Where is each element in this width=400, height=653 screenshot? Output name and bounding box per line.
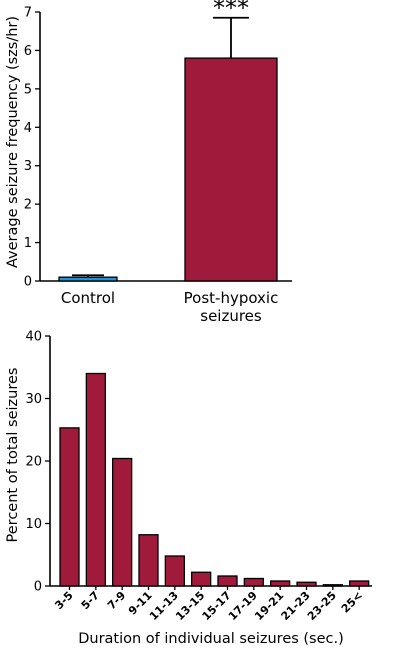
- x-tick-label: 19-21: [252, 589, 286, 623]
- y-tick-label: 6: [24, 44, 32, 59]
- bar-9-11: [138, 534, 159, 587]
- x-tick-label: 5-7: [79, 589, 102, 612]
- bar-21-23: [296, 581, 317, 587]
- x-tick-label: 7-9: [105, 589, 128, 612]
- bar-5-7: [85, 372, 106, 587]
- bar-23-25: [322, 584, 343, 587]
- y-tick-label: 5: [24, 82, 32, 97]
- y-tick-label: 0: [24, 275, 32, 290]
- y-tick-label: 3: [24, 159, 32, 174]
- y-tick-label: 40: [25, 330, 42, 345]
- x-tick-label: 21-23: [279, 589, 313, 623]
- bar-25-plus: [349, 580, 370, 587]
- y-tick-label: 10: [25, 517, 42, 532]
- y-ticks: 0 10 20 30 40: [25, 330, 50, 595]
- bars: [58, 57, 278, 282]
- seizure-frequency-chart: Average seizure frequency (szs/hr) 0 1 2 3 4…: [5, 0, 292, 325]
- y-tick-label: 20: [25, 455, 42, 470]
- x-tick-label: 15-17: [200, 589, 234, 623]
- category-labels: 3-5 5-7 7-99-1111-1313-1515-1717-1919-2121…: [52, 589, 365, 623]
- bar-13-15: [191, 571, 212, 587]
- significance-annotation: ***: [213, 0, 249, 22]
- x-tick-label: 11-13: [147, 589, 181, 623]
- y-tick-label: 2: [24, 198, 32, 213]
- x-tick-label: 25<: [339, 589, 366, 616]
- category-label: Control: [61, 289, 115, 307]
- bar-11-13: [164, 555, 185, 587]
- y-tick-label: 4: [24, 121, 32, 136]
- bar-post-hypoxic-seizures: [184, 57, 278, 282]
- y-ticks: 0 1 2 3 4 5 6 7: [24, 6, 40, 290]
- x-tick-label: 23-25: [305, 589, 339, 623]
- bar-17-19: [243, 577, 264, 587]
- x-tick-label: 3-5: [52, 589, 75, 612]
- seizure-duration-histogram: Percent of total seizures 0 10 20 30 40 3-5 5…: [5, 330, 372, 647]
- bar-control: [58, 276, 118, 282]
- x-tick-label: 17-19: [226, 589, 260, 623]
- category-label: Post-hypoxic: [184, 289, 279, 307]
- category-label: seizures: [200, 307, 262, 325]
- x-tick-label: 13-15: [173, 589, 207, 623]
- x-axis-title: Duration of individual seizures (sec.): [78, 631, 344, 647]
- y-tick-label: 7: [24, 6, 32, 21]
- y-tick-label: 30: [25, 392, 42, 407]
- y-axis-title: Percent of total seizures: [5, 368, 21, 543]
- y-axis-title: Average seizure frequency (szs/hr): [5, 16, 21, 268]
- bar-15-17: [217, 575, 238, 587]
- bars: [59, 372, 370, 590]
- y-tick-label: 1: [24, 236, 32, 251]
- error-bars: [72, 16, 249, 278]
- bar-19-21: [270, 580, 291, 587]
- y-tick-label: 0: [34, 580, 42, 595]
- bar-7-9: [112, 457, 133, 587]
- bar-3-5: [59, 427, 80, 587]
